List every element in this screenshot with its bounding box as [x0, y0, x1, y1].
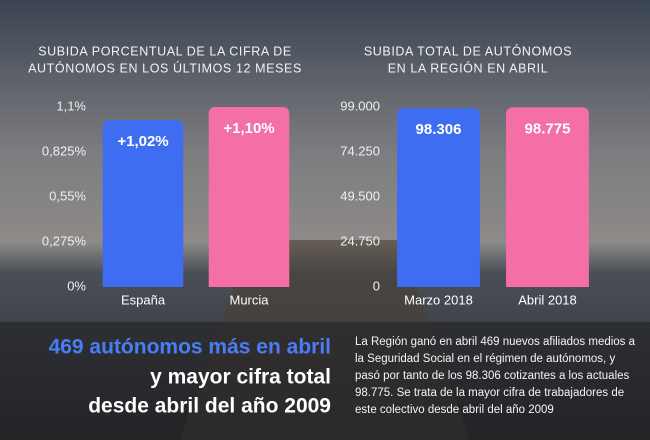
bar [506, 107, 589, 287]
value-label: +1,10% [223, 120, 274, 137]
paragraph: la Seguridad Social en el régimen de aut… [355, 353, 615, 365]
headline: y mayor cifra total [150, 366, 331, 389]
value-label: +1,02% [117, 133, 168, 150]
y-tick-label: 24.750 [340, 233, 380, 248]
y-tick-label: 0% [67, 278, 86, 293]
y-tick-label: 0 [373, 278, 380, 293]
paragraph: este colectivo desde abril del año 2009 [355, 404, 554, 416]
x-tick-label: Marzo 2018 [404, 292, 473, 307]
paragraph: La Región ganó en abril 469 nuevos afili… [355, 336, 636, 348]
chart-title: SUBIDA TOTAL DE AUTÓNOMOS [364, 43, 572, 58]
chart-title: SUBIDA PORCENTUAL DE LA CIFRA DE [38, 44, 292, 58]
y-tick-label: 0,825% [42, 143, 87, 158]
headline: desde abril del año 2009 [88, 395, 331, 418]
chart-title: EN LA REGIÓN EN ABRIL [388, 60, 549, 75]
value-label: 98.775 [525, 120, 571, 137]
y-tick-label: 99.000 [340, 98, 380, 113]
x-tick-label: Abril 2018 [518, 292, 577, 307]
x-tick-label: España [121, 292, 166, 307]
bar [208, 107, 290, 287]
headline: 469 autónomos más en abril [49, 336, 331, 359]
text-block: 469 autónomos más en abril y mayor cifra… [49, 336, 636, 418]
bar [102, 120, 184, 287]
chart-title: AUTÓNOMOS EN LOS ÚLTIMOS 12 MESES [28, 60, 302, 75]
x-tick-label: Murcia [229, 292, 269, 307]
paragraph: 98.775. Se trata de la mayor cifra de tr… [355, 387, 624, 399]
value-label: 98.306 [416, 121, 462, 138]
y-tick-label: 74.250 [340, 143, 380, 158]
paragraph: pasó por tanto de los 98.306 cotizantes … [355, 370, 630, 382]
y-tick-label: 0,55% [49, 188, 86, 203]
bar [397, 108, 480, 288]
y-tick-label: 1,1% [56, 98, 86, 113]
y-tick-label: 0,275% [42, 233, 87, 248]
text-backdrop [0, 322, 650, 440]
y-tick-label: 49.500 [340, 188, 380, 203]
